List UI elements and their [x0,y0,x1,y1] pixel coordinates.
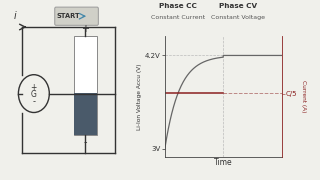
X-axis label: Time: Time [214,158,233,167]
Y-axis label: Li-Ion Voltage Accu (V): Li-Ion Voltage Accu (V) [137,63,142,130]
Text: Constant Voltage: Constant Voltage [212,15,265,20]
Text: i: i [13,11,16,21]
Text: G: G [31,90,37,99]
Bar [74,36,97,135]
Y-axis label: Current (A): Current (A) [301,80,307,112]
Text: Phase CV: Phase CV [219,3,258,9]
Bar [74,93,97,135]
Text: -: - [84,137,87,147]
FancyBboxPatch shape [55,7,98,25]
Text: Constant Current: Constant Current [150,15,205,20]
Text: START: START [57,13,80,19]
Text: -: - [32,97,35,106]
Text: Phase CC: Phase CC [159,3,196,9]
Text: +: + [81,24,89,34]
Text: +: + [31,83,37,92]
